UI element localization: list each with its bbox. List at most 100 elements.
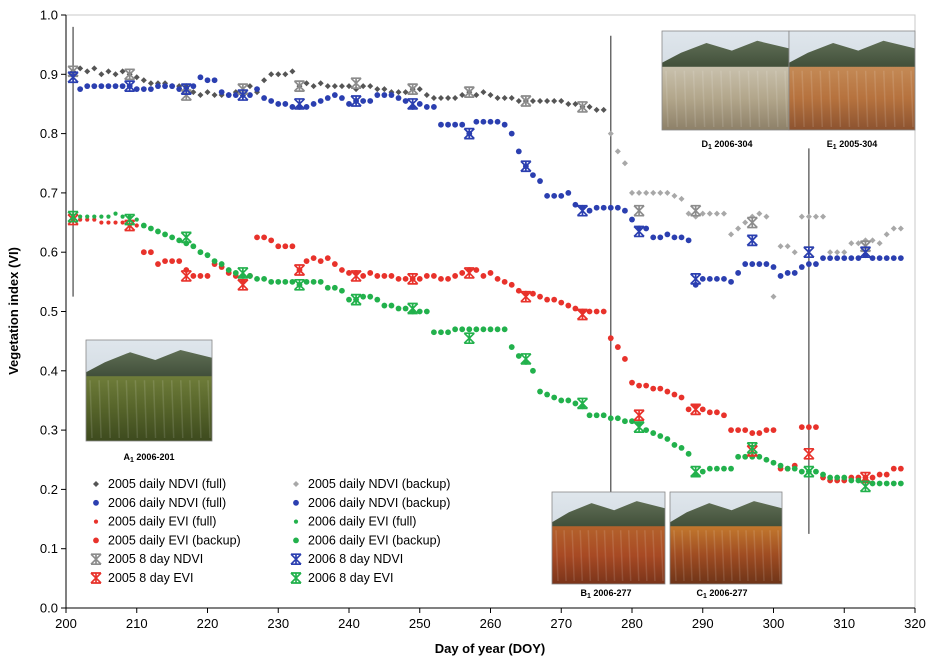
data-point <box>254 86 260 93</box>
data-point <box>883 255 890 262</box>
legend-label: 2006 daily EVI (full) <box>308 515 416 529</box>
data-point <box>576 397 589 410</box>
data-point <box>407 273 419 285</box>
x-axis-label: Day of year (DOY) <box>435 641 546 656</box>
data-point <box>876 240 883 247</box>
data-point <box>600 204 607 211</box>
data-point <box>537 178 543 184</box>
legend-item: 2006 8 day NDVI <box>290 552 403 566</box>
legend-marker <box>90 572 102 584</box>
data-point <box>360 293 367 300</box>
data-point <box>664 231 671 238</box>
data-point <box>633 409 645 422</box>
data-point <box>211 92 218 99</box>
data-point <box>395 89 402 96</box>
data-point <box>367 293 374 300</box>
data-point <box>331 83 338 90</box>
data-point <box>572 201 579 208</box>
data-point <box>600 412 607 419</box>
x-tick-label: 240 <box>338 616 360 631</box>
data-point <box>381 273 388 279</box>
data-point <box>834 255 841 262</box>
data-point <box>897 255 904 262</box>
data-point <box>275 71 282 78</box>
data-point <box>859 480 872 493</box>
photo-caption: E1 2005-304 <box>827 139 877 151</box>
data-point <box>431 104 437 110</box>
data-point <box>197 273 204 279</box>
data-point <box>728 278 734 285</box>
data-point <box>876 255 883 262</box>
data-point <box>261 275 267 282</box>
data-point <box>614 415 621 422</box>
data-point <box>633 421 645 433</box>
phenocam-photos: A1 2006-201 B1 2006-277 C1 2006-277 D1 2006… <box>85 30 916 600</box>
data-point <box>402 305 409 312</box>
data-point <box>883 471 890 478</box>
data-point <box>650 430 657 436</box>
data-point <box>324 255 331 262</box>
data-point <box>629 379 635 386</box>
series-11 <box>67 210 872 493</box>
data-point <box>699 210 706 217</box>
data-point <box>324 83 331 90</box>
data-point <box>261 77 268 84</box>
data-point <box>473 92 480 99</box>
photo-caption: A1 2006-201 <box>124 452 175 464</box>
data-point <box>890 255 897 262</box>
y-axis-label: Vegetation index (VI) <box>6 247 21 375</box>
data-point <box>520 353 532 365</box>
data-point <box>374 296 381 303</box>
legend-item: 2005 daily NDVI (backup) <box>293 477 450 491</box>
data-point <box>317 80 324 87</box>
data-point <box>282 101 289 107</box>
data-point <box>643 427 650 433</box>
data-point <box>777 273 784 279</box>
data-point <box>275 278 282 285</box>
data-point <box>805 261 812 267</box>
data-point <box>303 278 310 285</box>
data-point <box>211 77 218 84</box>
data-point <box>92 217 97 222</box>
legend-label: 2006 daily EVI (backup) <box>308 533 441 547</box>
data-point <box>876 471 883 478</box>
axis-ticks: 200 210 220 230 240 250 260 270 280 290 300 310 320 0… <box>40 8 926 632</box>
data-point <box>685 237 692 244</box>
data-point <box>805 424 812 431</box>
data-point <box>820 213 827 220</box>
data-point <box>699 275 706 282</box>
data-point <box>374 92 381 98</box>
data-point <box>133 74 140 81</box>
data-point <box>803 447 815 460</box>
data-point <box>395 305 402 312</box>
data-point <box>756 210 763 217</box>
data-point <box>148 225 154 232</box>
data-point <box>197 74 204 81</box>
data-point <box>282 278 289 285</box>
data-point <box>643 225 650 232</box>
data-point <box>558 397 565 404</box>
data-point <box>706 210 713 217</box>
data-point <box>749 261 756 267</box>
legend-label: 2005 8 day NDVI <box>108 552 203 566</box>
data-point <box>664 436 671 442</box>
data-point <box>124 80 136 93</box>
legend-item: 2005 daily NDVI (full) <box>93 477 226 491</box>
data-point <box>374 273 381 279</box>
data-point <box>282 243 289 250</box>
data-point <box>756 430 763 436</box>
y-tick-label: 0.8 <box>40 126 58 141</box>
data-point <box>657 189 664 196</box>
data-point <box>713 210 720 217</box>
data-point <box>756 453 763 460</box>
data-point <box>746 216 758 229</box>
data-point <box>487 270 494 276</box>
data-point <box>303 258 310 264</box>
data-point <box>813 261 819 267</box>
legend-marker <box>293 481 299 487</box>
data-point <box>459 121 466 128</box>
data-point <box>331 261 338 267</box>
data-point <box>706 409 713 416</box>
data-point <box>657 385 664 392</box>
data-point <box>416 101 423 107</box>
